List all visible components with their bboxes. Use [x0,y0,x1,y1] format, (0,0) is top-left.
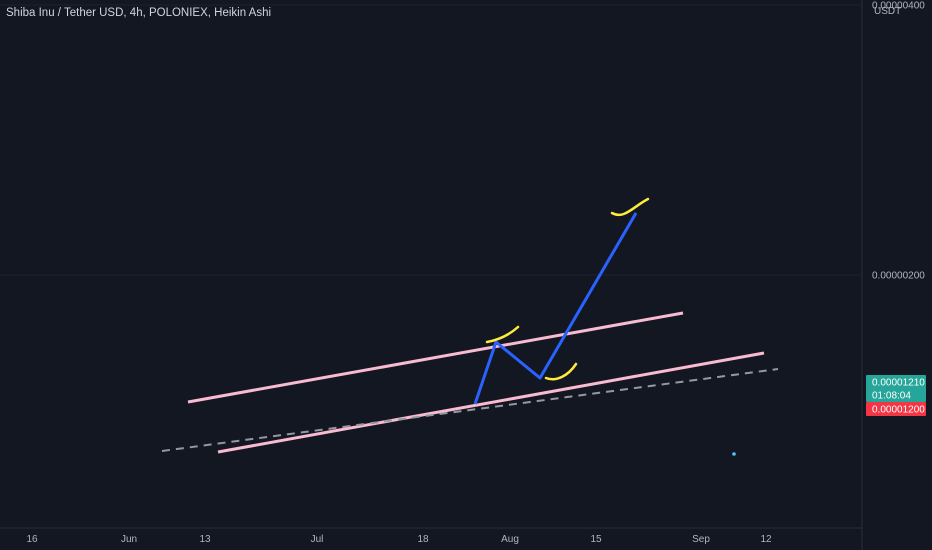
price-axis-unit: USDT [874,6,901,17]
price-badge: 0.00001210 [866,375,926,389]
marker-check-2 [544,362,578,381]
time-axis-tick: Aug [501,534,519,545]
symbol-title: Shiba Inu / Tether USD, 4h, POLONIEX, He… [6,7,272,19]
price-badge-text: 0.00001210 [872,378,925,389]
channel-upper-line [187,311,684,404]
time-axis-tick: 15 [590,534,602,545]
time-axis-tick: 12 [760,534,772,545]
marker-check-1 [485,325,520,344]
price-axis-tick: 0.00000200 [872,271,925,282]
marker-check-3 [610,197,650,216]
price-badge-bg [866,375,926,389]
price-badge-bg [866,388,926,402]
time-axis-tick: 18 [417,534,429,545]
dashed-trend-line [161,368,779,452]
price-badge-bg [866,402,926,416]
price-badge-text: 01:08:04 [872,391,911,402]
price-badge: 01:08:04 [866,388,926,402]
price-badge-text: 0.00001200 [872,405,925,416]
time-axis-tick: 16 [26,534,38,545]
time-axis-tick: Jul [311,534,324,545]
time-axis-tick: Sep [692,534,710,545]
time-axis-tick: Jun [121,534,137,545]
price-axis-tick: 0.00000400 [872,1,925,12]
channel-lower-line [217,351,765,454]
price-badge: 0.00001200 [866,402,926,416]
projection-path [473,212,638,405]
marker-dot [732,452,736,456]
time-axis-tick: 13 [199,534,211,545]
